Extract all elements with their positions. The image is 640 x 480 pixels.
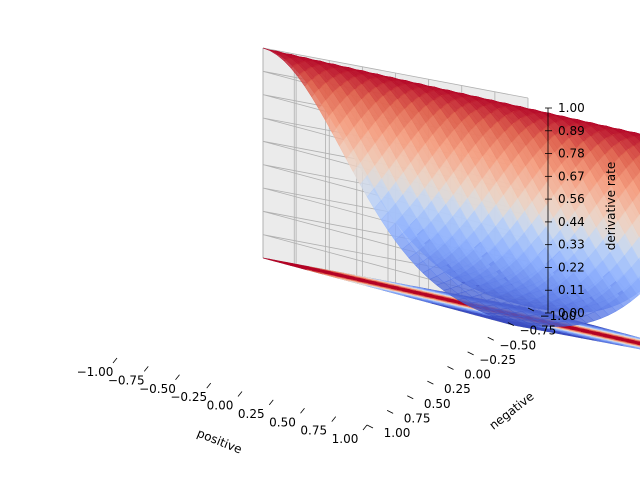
surface-facet xyxy=(633,135,640,142)
surface-facet xyxy=(633,154,640,172)
surface-facet xyxy=(631,258,640,279)
surface-facet xyxy=(632,191,640,215)
x-tick xyxy=(331,416,337,422)
x-tick-label: 0.75 xyxy=(300,424,327,438)
x-tick xyxy=(300,408,305,414)
x-tick-label: 0.00 xyxy=(207,399,234,413)
z-tick-label: 0.89 xyxy=(558,124,585,138)
y-tick xyxy=(407,395,414,400)
x-tick-label: 1.00 xyxy=(332,432,359,446)
y-tick xyxy=(467,351,474,356)
y-tick xyxy=(366,424,374,429)
y-tick xyxy=(487,336,494,341)
y-tick-label: 0.00 xyxy=(464,368,491,382)
x-tick-label: −0.25 xyxy=(170,390,207,404)
y-tick-label: 1.00 xyxy=(384,426,411,440)
y-tick xyxy=(427,380,434,385)
surface-facet xyxy=(632,171,640,193)
y-tick-label: 0.75 xyxy=(404,411,431,425)
x-axis-label: positive xyxy=(195,426,244,457)
x-tick-label: −0.50 xyxy=(139,382,176,396)
surface-facet xyxy=(630,277,640,296)
x-tick-label: 0.50 xyxy=(269,415,296,429)
y-tick-label: 0.25 xyxy=(444,382,471,396)
x-tick xyxy=(112,357,118,364)
contour-cell xyxy=(637,343,640,346)
axis-ticks: −1.00−0.75−0.50−0.250.000.250.500.751.00… xyxy=(77,101,585,446)
x-tick xyxy=(206,382,212,389)
z-tick-label: 0.11 xyxy=(558,283,585,297)
y-tick xyxy=(447,366,454,370)
y-tick-label: −1.00 xyxy=(540,309,577,323)
surface-facet xyxy=(633,142,640,154)
contour-cell xyxy=(636,344,640,346)
x-tick-label: 0.25 xyxy=(238,407,265,421)
z-tick-label: 0.78 xyxy=(558,147,585,161)
x-tick-label: −1.00 xyxy=(77,365,114,379)
x-tick xyxy=(362,424,368,431)
surface-facet xyxy=(632,213,640,238)
y-tick-label: 0.50 xyxy=(424,397,451,411)
z-tick-label: 0.00 xyxy=(558,306,585,320)
z-tick-label: 0.44 xyxy=(558,215,585,229)
z-axis-label: derivative rate xyxy=(604,162,618,250)
z-tick-label: 0.67 xyxy=(558,169,585,183)
y-tick xyxy=(386,410,394,414)
z-tick-label: 0.22 xyxy=(558,260,585,274)
x-tick xyxy=(143,366,149,372)
x-tick-label: −0.75 xyxy=(108,373,145,387)
surface-facet xyxy=(625,179,640,202)
surface-facet xyxy=(631,236,640,260)
surface-mesh xyxy=(262,47,640,327)
y-axis-label: negative xyxy=(487,389,537,432)
x-tick xyxy=(175,374,180,380)
contour-cell xyxy=(634,347,640,350)
z-tick-label: 1.00 xyxy=(558,101,585,115)
y-tick-label: −0.75 xyxy=(519,324,556,338)
x-tick xyxy=(237,391,243,397)
z-tick-label: 0.33 xyxy=(558,238,585,252)
z-tick-label: 0.56 xyxy=(558,192,585,206)
x-tick xyxy=(268,399,274,406)
y-tick-label: −0.50 xyxy=(499,338,536,352)
y-tick xyxy=(527,307,535,312)
surface-facet xyxy=(626,145,640,162)
y-tick xyxy=(507,322,515,326)
y-tick-label: −0.25 xyxy=(479,353,516,367)
